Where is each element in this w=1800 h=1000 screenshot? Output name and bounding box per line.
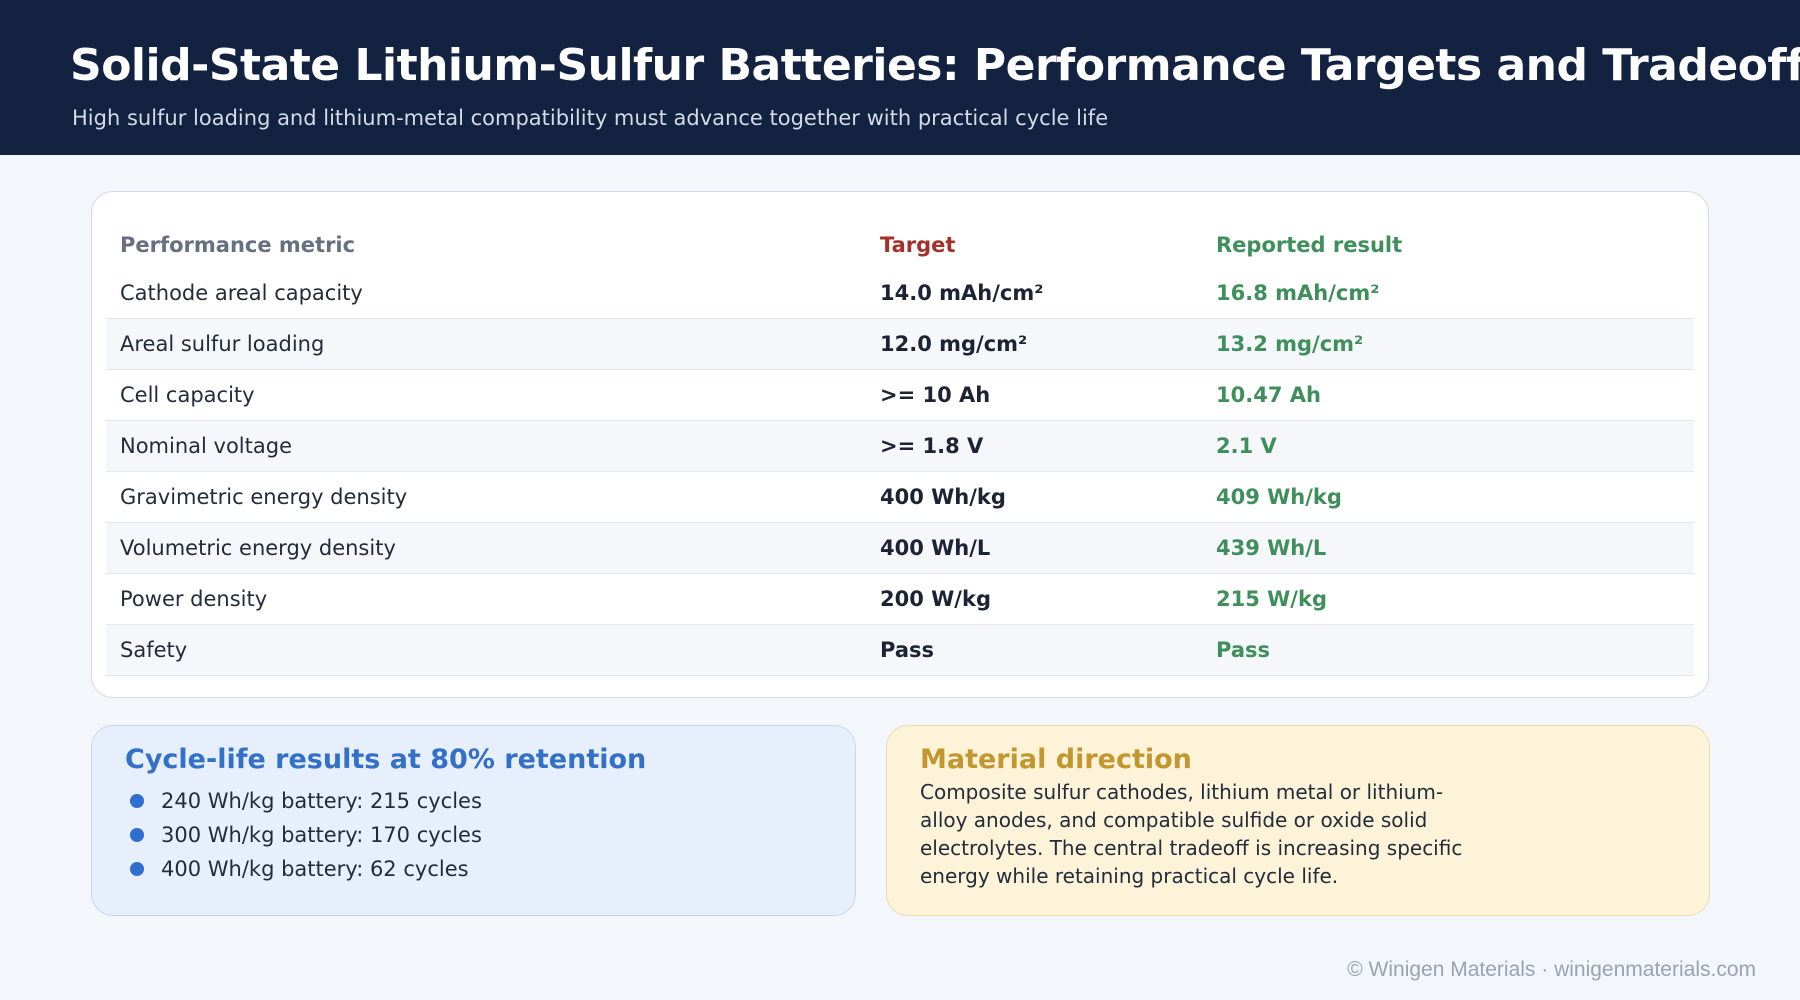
target-cell: 12.0 mg/cm² xyxy=(880,332,1028,356)
metric-cell: Volumetric energy density xyxy=(120,536,396,560)
page-title: Solid-State Lithium-Sulfur Batteries: Pe… xyxy=(70,40,1800,91)
table-row: Safety Pass Pass xyxy=(106,625,1694,676)
cycle-life-item-text: 240 Wh/kg battery: 215 cycles xyxy=(161,789,482,813)
cycle-life-item-text: 400 Wh/kg battery: 62 cycles xyxy=(161,857,469,881)
metric-cell: Safety xyxy=(120,638,188,662)
cycle-life-title: Cycle-life results at 80% retention xyxy=(125,744,647,775)
table-row: Power density 200 W/kg 215 W/kg xyxy=(106,574,1694,625)
table-header-row: Performance metric Target Reported resul… xyxy=(92,222,1708,268)
metric-cell: Cathode areal capacity xyxy=(120,281,363,305)
target-cell: >= 10 Ah xyxy=(880,383,991,407)
list-item: 300 Wh/kg battery: 170 cycles xyxy=(130,818,482,852)
cycle-life-list: 240 Wh/kg battery: 215 cycles 300 Wh/kg … xyxy=(130,784,482,886)
column-header-metric: Performance metric xyxy=(120,233,356,257)
table-row: Cell capacity >= 10 Ah 10.47 Ah xyxy=(106,370,1694,421)
cycle-life-item-text: 300 Wh/kg battery: 170 cycles xyxy=(161,823,482,847)
result-cell: 16.8 mAh/cm² xyxy=(1216,281,1380,305)
table-row: Nominal voltage >= 1.8 V 2.1 V xyxy=(106,421,1694,472)
metric-cell: Areal sulfur loading xyxy=(120,332,325,356)
result-cell: 439 Wh/L xyxy=(1216,536,1327,560)
list-item: 400 Wh/kg battery: 62 cycles xyxy=(130,852,482,886)
material-direction-panel: Material direction Composite sulfur cath… xyxy=(886,725,1710,916)
column-header-result: Reported result xyxy=(1216,233,1403,257)
target-cell: Pass xyxy=(880,638,934,662)
list-item: 240 Wh/kg battery: 215 cycles xyxy=(130,784,482,818)
result-cell: Pass xyxy=(1216,638,1270,662)
column-header-target: Target xyxy=(880,233,956,257)
target-cell: 14.0 mAh/cm² xyxy=(880,281,1044,305)
result-cell: 13.2 mg/cm² xyxy=(1216,332,1364,356)
performance-table: Performance metric Target Reported resul… xyxy=(91,191,1709,698)
target-cell: 400 Wh/L xyxy=(880,536,991,560)
bullet-dot-icon xyxy=(130,828,144,842)
result-cell: 2.1 V xyxy=(1216,434,1277,458)
footer-credit: © Winigen Materials · winigenmaterials.c… xyxy=(1347,958,1756,981)
metric-cell: Cell capacity xyxy=(120,383,255,407)
result-cell: 215 W/kg xyxy=(1216,587,1327,611)
table-row: Areal sulfur loading 12.0 mg/cm² 13.2 mg… xyxy=(106,319,1694,370)
result-cell: 10.47 Ah xyxy=(1216,383,1321,407)
table-row: Gravimetric energy density 400 Wh/kg 409… xyxy=(106,472,1694,523)
material-direction-title: Material direction xyxy=(920,744,1192,775)
page-subtitle: High sulfur loading and lithium-metal co… xyxy=(72,106,1109,130)
metric-cell: Nominal voltage xyxy=(120,434,292,458)
target-cell: 400 Wh/kg xyxy=(880,485,1006,509)
header-banner: Solid-State Lithium-Sulfur Batteries: Pe… xyxy=(0,0,1800,155)
metric-cell: Gravimetric energy density xyxy=(120,485,408,509)
bullet-dot-icon xyxy=(130,862,144,876)
target-cell: >= 1.8 V xyxy=(880,434,984,458)
table-row: Cathode areal capacity 14.0 mAh/cm² 16.8… xyxy=(106,268,1694,319)
metric-cell: Power density xyxy=(120,587,268,611)
bullet-dot-icon xyxy=(130,794,144,808)
target-cell: 200 W/kg xyxy=(880,587,991,611)
table-row: Volumetric energy density 400 Wh/L 439 W… xyxy=(106,523,1694,574)
material-direction-text: Composite sulfur cathodes, lithium metal… xyxy=(920,780,1463,888)
cycle-life-panel: Cycle-life results at 80% retention 240 … xyxy=(91,725,856,916)
result-cell: 409 Wh/kg xyxy=(1216,485,1342,509)
